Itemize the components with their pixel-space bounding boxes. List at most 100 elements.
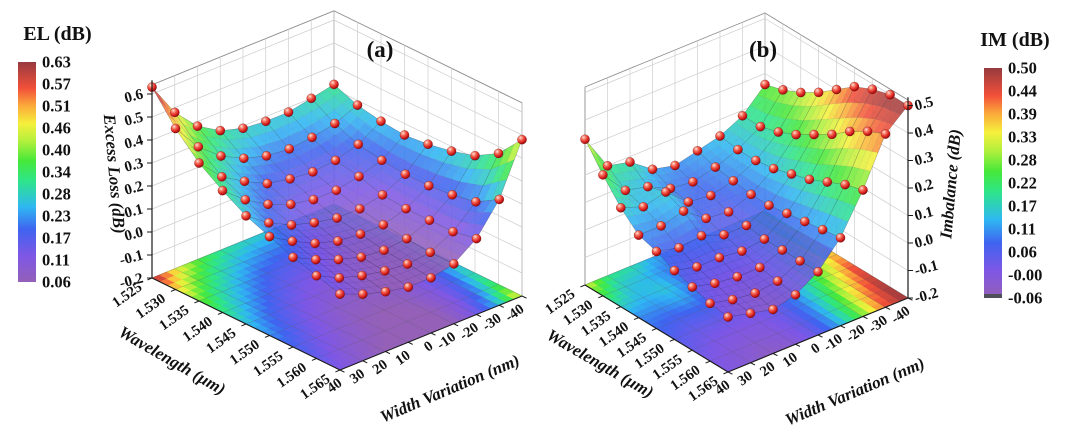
data-point-sphere: [709, 278, 720, 289]
colorbar-gradient: [984, 68, 1002, 298]
data-point-sphere: [310, 238, 320, 249]
data-point-sphere: [448, 226, 458, 237]
tick-label: 0.6: [123, 86, 146, 106]
data-point-sphere: [670, 160, 680, 171]
colorbar-tick-label: 0.57: [42, 75, 71, 94]
data-point-sphere: [723, 207, 734, 217]
data-point-sphere: [656, 221, 666, 231]
data-point-sphere: [216, 151, 226, 161]
data-point-sphere: [330, 155, 341, 166]
data-point-sphere: [831, 84, 842, 95]
tick-label: 20: [757, 359, 778, 380]
colorbar-tick-label: 0.11: [42, 251, 70, 270]
data-point-sphere: [728, 175, 739, 186]
data-point-sphere: [240, 194, 251, 205]
data-point-sphere: [376, 116, 386, 127]
data-point-sphere: [241, 211, 251, 221]
data-point-sphere: [261, 151, 272, 161]
axes: 1.5251.5301.5351.5401.5451.5501.5551.560…: [109, 80, 527, 403]
data-point-sphere: [692, 145, 703, 156]
data-point-sphere: [647, 164, 658, 175]
colorbar-tick-label: 0.06: [42, 273, 71, 292]
tick-label: 0.3: [123, 155, 145, 175]
data-point-sphere: [446, 146, 457, 156]
data-point-sphere: [660, 187, 671, 197]
data-point-sphere: [311, 270, 322, 281]
data-point-sphere: [355, 229, 366, 239]
data-point-sphere: [354, 171, 364, 182]
data-point-sphere: [239, 176, 250, 187]
data-point-sphere: [638, 201, 649, 212]
data-point-sphere: [809, 129, 819, 140]
data-point-sphere: [687, 282, 698, 292]
data-point-sphere: [356, 252, 367, 262]
data-point-sphere: [308, 194, 319, 205]
data-point-sphere: [849, 81, 860, 92]
data-point-sphere: [264, 231, 275, 242]
data-point-sphere: [332, 236, 343, 246]
data-point-sphere: [844, 126, 855, 137]
data-point-sphere: [379, 245, 389, 256]
data-point-sphere: [215, 125, 226, 136]
data-point-sphere: [448, 259, 459, 269]
data-point-sphere: [238, 123, 248, 134]
data-point-sphere: [401, 203, 411, 214]
tick-label: 30: [347, 366, 368, 387]
data-point-sphere: [260, 116, 271, 127]
data-point-sphere: [424, 215, 435, 226]
data-point-sphere: [357, 289, 368, 299]
tick-label: -0.1: [913, 258, 940, 280]
data-point-sphere: [602, 160, 613, 171]
data-point-sphere: [710, 162, 721, 172]
data-point-sphere: [733, 144, 743, 155]
colorbar-tick-label: 0.50: [1008, 59, 1037, 78]
colorbar-tick-label: 0.28: [42, 185, 71, 204]
tick-label: 0.2: [123, 178, 145, 198]
colorbar-el: 0.63 0.57 0.51 0.46 0.40 0.34 0.28 0.23 0.17 0.11…: [18, 53, 71, 292]
data-point-sphere: [795, 87, 806, 98]
data-point-sphere: [620, 185, 631, 196]
data-point-sphere: [379, 266, 390, 276]
tick-label: 0.2: [913, 177, 935, 197]
data-point-sphere: [287, 236, 298, 247]
data-point-sphere: [669, 265, 680, 276]
colorbar-tick-label: 0.17: [42, 229, 71, 248]
tick-label: 0.3: [913, 149, 935, 169]
data-point-sphere: [745, 308, 756, 319]
data-point-sphere: [329, 79, 339, 90]
data-point-sphere: [795, 256, 805, 266]
data-point-sphere: [714, 252, 725, 263]
data-point-sphere: [750, 288, 760, 298]
tick-label: 0.1: [123, 201, 145, 221]
colorbar-tick-label: -0.00: [1008, 266, 1042, 285]
data-point-sphere: [754, 262, 765, 273]
data-point-sphere: [580, 134, 590, 145]
colorbar-tick-label: 0.51: [42, 97, 71, 116]
colorbar-tick-label: 0.23: [42, 207, 71, 226]
tick-label: 0.5: [123, 109, 145, 129]
data-point-sphere: [378, 219, 389, 230]
data-point-sphere: [288, 252, 298, 263]
data-point-sphere: [822, 177, 833, 187]
colorbar-gradient: [18, 62, 36, 282]
data-point-sphere: [283, 107, 294, 117]
data-point-sphere: [470, 150, 480, 161]
data-point-sphere: [335, 289, 345, 299]
data-point-sphere: [737, 110, 748, 121]
colorbar-tick-label: 0.28: [1008, 151, 1037, 170]
data-point-sphere: [263, 199, 273, 210]
colorbar-tick-label: 0.39: [1008, 105, 1037, 124]
data-point-sphere: [598, 170, 608, 180]
colorbar-tick-label: 0.46: [42, 119, 71, 138]
colorbar-tick-label: 0.06: [1008, 243, 1037, 262]
data-point-sphere: [353, 139, 364, 150]
tick-label: 20: [370, 357, 391, 378]
tick-label: -40: [888, 303, 913, 327]
data-point-sphere: [399, 130, 410, 140]
data-point-sphere: [517, 134, 527, 145]
data-point-sphere: [333, 254, 344, 265]
data-point-sphere: [307, 132, 317, 143]
tick-label: -30: [866, 312, 891, 336]
tick-label: 0.0: [913, 232, 935, 252]
data-point-sphere: [263, 217, 274, 228]
